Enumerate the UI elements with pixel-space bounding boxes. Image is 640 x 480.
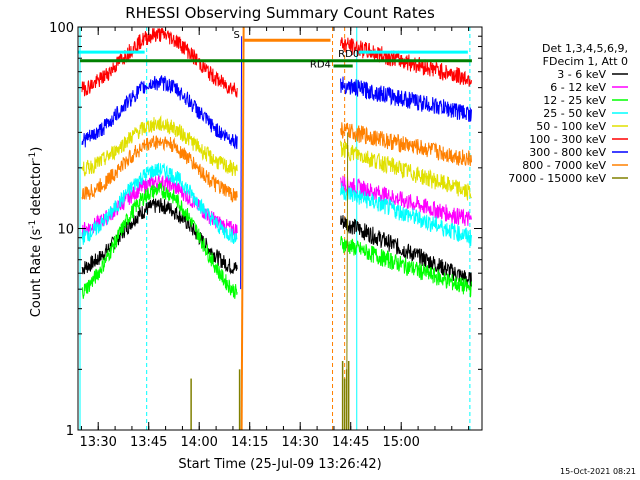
blue-spike: [240, 36, 243, 290]
series-line-day1-2: [81, 181, 238, 299]
legend-label-2: 12 - 25 keV: [543, 94, 606, 107]
rd0-annotation: RD0: [338, 49, 359, 60]
y-tick-label: 1: [66, 424, 74, 439]
series-line-day1-3: [81, 162, 238, 245]
legend-label-5: 100 - 300 keV: [529, 133, 606, 146]
legend-label-6: 300 - 800 keV: [529, 146, 606, 159]
series-line-day2-7: [340, 122, 472, 167]
series-line-day2-0: [340, 215, 472, 289]
legend-label-7: 800 - 7000 keV: [522, 159, 606, 172]
saa-annotation: S: [234, 30, 240, 41]
legend-label-8: 7000 - 15000 keV: [508, 172, 606, 185]
legend: Det 1,3,4,5,6,9, FDecim 1, Att 0 3 - 6 k…: [508, 42, 628, 185]
series-line-day2-4: [340, 140, 472, 201]
legend-header-2: FDecim 1, Att 0: [543, 55, 628, 68]
series-line-day2-1: [340, 175, 472, 227]
y-tick-label: 100: [49, 21, 74, 36]
legend-label-3: 25 - 50 keV: [543, 107, 606, 120]
y-tick-label: 10: [57, 223, 74, 238]
legend-label-0: 3 - 6 keV: [557, 68, 606, 81]
orange-spike: [240, 26, 245, 431]
x-tick-label: 13:30: [79, 435, 116, 450]
series-line-day2-5: [340, 37, 472, 87]
x-tick-label: 14:15: [231, 435, 268, 450]
x-tick-label: 14:00: [180, 435, 217, 450]
series-line-day2-6: [340, 76, 472, 122]
axes: 13:30 13:45 14:00 14:15 14:30 14:45 15:00 1 10 10…: [49, 21, 483, 450]
x-tick-label: 14:30: [281, 435, 318, 450]
series-line-day2-2: [340, 235, 472, 298]
series-line-day1-4: [81, 115, 238, 177]
legend-label-4: 50 - 100 keV: [536, 120, 606, 133]
y-axis-label: Count Rate (s-1 detector-1): [28, 147, 44, 318]
plot-area: S RD4 RD0: [78, 26, 472, 431]
x-tick-label: 13:45: [130, 435, 167, 450]
series-line-day1-7: [81, 135, 238, 203]
series-line-day1-5: [81, 27, 238, 98]
legend-header-1: Det 1,3,4,5,6,9,: [542, 42, 628, 55]
legend-label-1: 6 - 12 keV: [550, 81, 606, 94]
series-line-day1-6: [81, 75, 238, 150]
x-tick-label: 15:00: [382, 435, 419, 450]
x-axis-label: Start Time (25-Jul-09 13:26:42): [178, 457, 381, 472]
timestamp-stamp: 15-Oct-2021 08:21: [560, 467, 636, 476]
series-line-day2-3: [340, 182, 472, 247]
chart-title: RHESSI Observing Summary Count Rates: [125, 4, 435, 22]
x-tick-label: 14:45: [332, 435, 369, 450]
rd4-annotation: RD4: [310, 59, 331, 70]
